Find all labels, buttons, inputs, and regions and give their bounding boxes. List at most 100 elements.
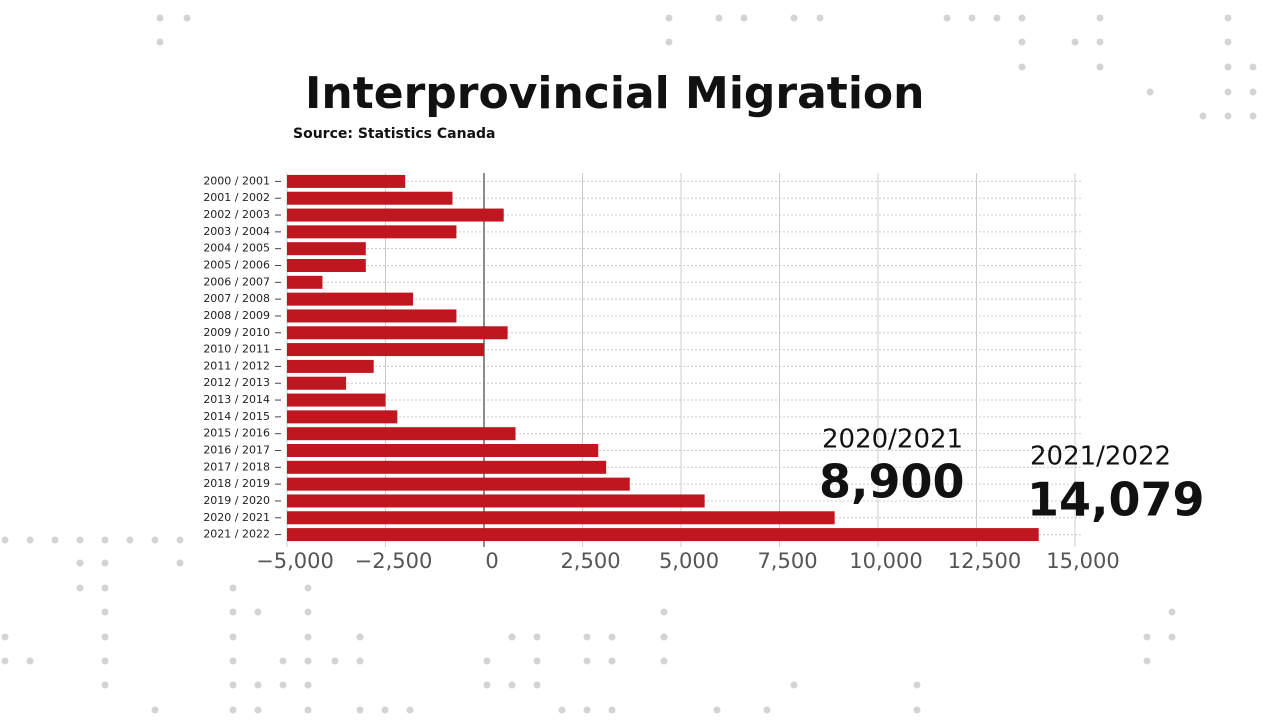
decor-dot xyxy=(254,608,262,616)
decor-dot xyxy=(229,633,237,641)
decor-dot xyxy=(176,559,184,567)
x-tick-label: −5,000 xyxy=(256,549,334,573)
decor-dot xyxy=(665,14,673,22)
decor-dot xyxy=(229,706,237,714)
decor-dot xyxy=(763,706,771,714)
decor-dot xyxy=(1018,63,1026,71)
x-tick-label: 2,500 xyxy=(560,549,620,573)
x-tick-label: −2,500 xyxy=(355,549,433,573)
decor-dot xyxy=(304,608,312,616)
decor-dot xyxy=(1168,633,1176,641)
decor-dot xyxy=(279,657,287,665)
bar xyxy=(287,494,705,508)
x-tick-label: 15,000 xyxy=(1046,549,1119,573)
decor-dot xyxy=(608,706,616,714)
decor-dot xyxy=(229,657,237,665)
y-tick-label: 2003 / 2004 xyxy=(203,225,270,238)
decor-dot xyxy=(101,633,109,641)
decor-dot xyxy=(156,38,164,46)
decor-dot xyxy=(76,536,84,544)
y-tick-label: 2006 / 2007 xyxy=(203,275,270,288)
decor-dot xyxy=(1146,88,1154,96)
annotation-title: 2021/2022 xyxy=(1030,442,1171,472)
bar xyxy=(287,174,406,188)
bar xyxy=(287,511,835,525)
decor-dot xyxy=(1224,88,1232,96)
decor-dot xyxy=(1096,14,1104,22)
decor-dot xyxy=(608,657,616,665)
decor-dot xyxy=(101,536,109,544)
chart-title: Interprovincial Migration xyxy=(305,68,924,119)
decor-dot xyxy=(51,536,59,544)
bar xyxy=(287,292,414,306)
decor-dot xyxy=(508,681,516,689)
decor-dot xyxy=(1,633,9,641)
decor-dot xyxy=(943,14,951,22)
decor-dot xyxy=(279,681,287,689)
y-tick-label: 2014 / 2015 xyxy=(203,410,270,423)
decor-dot xyxy=(715,14,723,22)
decor-dot xyxy=(229,681,237,689)
decor-dot xyxy=(151,536,159,544)
decor-dot xyxy=(533,681,541,689)
y-tick-label: 2018 / 2019 xyxy=(203,477,270,490)
decor-dot xyxy=(229,584,237,592)
decor-dot xyxy=(1,536,9,544)
x-tick-label: 10,000 xyxy=(849,549,922,573)
decor-dot xyxy=(740,14,748,22)
y-tick-label: 2004 / 2005 xyxy=(203,242,270,255)
decor-dot xyxy=(1224,14,1232,22)
decor-dot xyxy=(229,608,237,616)
y-tick-label: 2008 / 2009 xyxy=(203,309,270,322)
decor-dot xyxy=(101,584,109,592)
decor-dot xyxy=(126,536,134,544)
y-tick-label: 2000 / 2001 xyxy=(203,174,270,187)
bar xyxy=(287,528,1039,542)
bar xyxy=(287,242,366,256)
decor-dot xyxy=(583,657,591,665)
y-tick-label: 2019 / 2020 xyxy=(203,494,270,507)
decor-dot xyxy=(1096,63,1104,71)
bar xyxy=(287,208,504,222)
decor-dot xyxy=(1,657,9,665)
decor-dot xyxy=(1249,88,1257,96)
decor-dot xyxy=(156,14,164,22)
y-tick-label: 2015 / 2016 xyxy=(203,427,270,440)
decor-dot xyxy=(533,657,541,665)
decor-dot xyxy=(381,706,389,714)
decor-dot xyxy=(913,681,921,689)
decor-dot xyxy=(26,657,34,665)
decor-dot xyxy=(1224,112,1232,120)
decor-dot xyxy=(304,681,312,689)
decor-dot xyxy=(790,681,798,689)
decor-dot xyxy=(608,633,616,641)
decor-dot xyxy=(101,559,109,567)
y-tick-label: 2016 / 2017 xyxy=(203,444,270,457)
bar xyxy=(287,326,508,340)
decor-dot xyxy=(713,706,721,714)
bar xyxy=(287,259,366,272)
decor-dot xyxy=(660,608,668,616)
x-tick-label: 5,000 xyxy=(659,549,719,573)
decor-dot xyxy=(331,657,339,665)
bar xyxy=(287,309,457,323)
decor-dot xyxy=(508,633,516,641)
decor-dot xyxy=(790,14,798,22)
decor-dot xyxy=(660,633,668,641)
decor-dot xyxy=(183,14,191,22)
y-tick-label: 2007 / 2008 xyxy=(203,292,270,305)
decor-dot xyxy=(304,633,312,641)
decor-dot xyxy=(1071,38,1079,46)
x-tick-label: 0 xyxy=(485,549,498,573)
decor-dot xyxy=(26,536,34,544)
decor-dot xyxy=(254,681,262,689)
decor-dot xyxy=(583,706,591,714)
decor-dot xyxy=(101,608,109,616)
decor-dot xyxy=(76,559,84,567)
decor-dot xyxy=(1224,38,1232,46)
y-tick-label: 2013 / 2014 xyxy=(203,393,270,406)
y-tick-label: 2001 / 2002 xyxy=(203,191,270,204)
decor-dot xyxy=(665,38,673,46)
chart-subtitle: Source: Statistics Canada xyxy=(293,126,496,142)
